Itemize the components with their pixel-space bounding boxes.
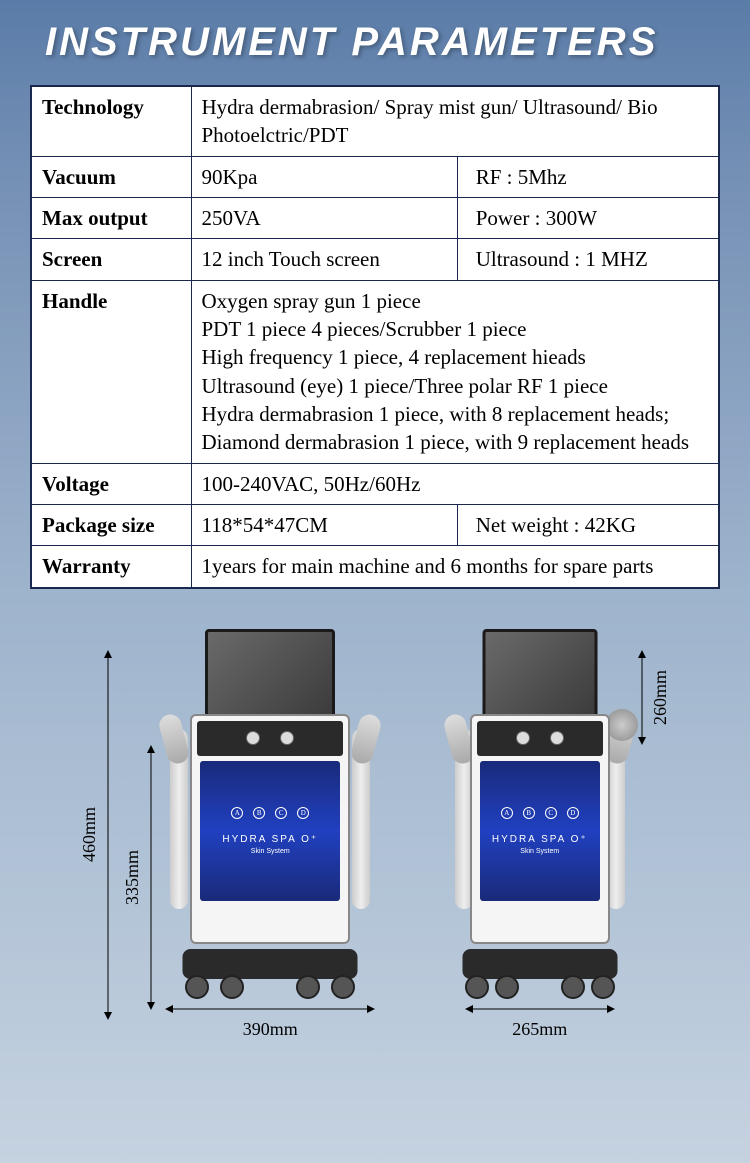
table-row: TechnologyHydra dermabrasion/ Spray mist… — [31, 86, 719, 156]
param-label: Handle — [31, 280, 191, 463]
machine-side: A B C D HYDRA SPA O⁺ Skin System — [450, 629, 630, 999]
table-row: Warranty1years for main machine and 6 mo… — [31, 546, 719, 588]
param-value: Hydra dermabrasion/ Spray mist gun/ Ultr… — [191, 86, 719, 156]
param-label: Screen — [31, 239, 191, 280]
table-row: Vacuum90KpaRF : 5Mhz — [31, 156, 719, 197]
param-label: Voltage — [31, 463, 191, 504]
param-value: 1years for main machine and 6 months for… — [191, 546, 719, 588]
table-row: Max output250VAPower : 300W — [31, 198, 719, 239]
table-row: Screen12 inch Touch screenUltrasound : 1… — [31, 239, 719, 280]
page-title: INSTRUMENT PARAMETERS — [30, 20, 720, 65]
param-value-2: Power : 300W — [457, 198, 719, 239]
param-value: 90Kpa — [191, 156, 457, 197]
param-label: Package size — [31, 505, 191, 546]
param-label: Vacuum — [31, 156, 191, 197]
param-value-2: RF : 5Mhz — [457, 156, 719, 197]
tank-indicator: D — [297, 807, 309, 819]
tank-indicator: A — [231, 807, 243, 819]
dimension-diagrams: 460mm 335mm A B — [30, 629, 720, 1040]
tank-indicator: B — [253, 807, 265, 819]
side-view: A B C D HYDRA SPA O⁺ Skin System 265mm — [450, 629, 673, 1040]
dim-height-full: 460mm — [77, 807, 102, 862]
param-value: Oxygen spray gun 1 piece PDT 1 piece 4 p… — [191, 280, 719, 463]
tank-indicator: C — [275, 807, 287, 819]
param-label: Warranty — [31, 546, 191, 588]
param-value: 118*54*47CM — [191, 505, 457, 546]
param-value: 100-240VAC, 50Hz/60Hz — [191, 463, 719, 504]
machine-brand: HYDRA SPA O⁺ — [492, 834, 588, 845]
machine-subtitle: Skin System — [251, 848, 290, 855]
param-value-2: Net weight : 42KG — [457, 505, 719, 546]
dim-width-side: 265mm — [512, 1015, 567, 1040]
tank-indicator: A — [501, 807, 513, 819]
param-value: 250VA — [191, 198, 457, 239]
machine-front: A B C D HYDRA SPA O⁺ Skin System — [165, 629, 375, 999]
param-value-2: Ultrasound : 1 MHZ — [457, 239, 719, 280]
front-view: 460mm 335mm A B — [77, 629, 375, 1040]
dim-height-screen: 260mm — [648, 670, 673, 725]
param-value: 12 inch Touch screen — [191, 239, 457, 280]
table-row: Package size118*54*47CMNet weight : 42KG — [31, 505, 719, 546]
machine-brand: HYDRA SPA O⁺ — [222, 834, 318, 845]
tank-indicator: B — [523, 807, 535, 819]
param-label: Max output — [31, 198, 191, 239]
dim-height-body: 335mm — [120, 850, 145, 905]
tank-indicator: D — [567, 807, 579, 819]
parameters-table: TechnologyHydra dermabrasion/ Spray mist… — [30, 85, 720, 589]
param-label: Technology — [31, 86, 191, 156]
table-row: HandleOxygen spray gun 1 piece PDT 1 pie… — [31, 280, 719, 463]
table-row: Voltage100-240VAC, 50Hz/60Hz — [31, 463, 719, 504]
machine-subtitle: Skin System — [520, 848, 559, 855]
tank-indicator: C — [545, 807, 557, 819]
dim-width-front: 390mm — [165, 1015, 375, 1040]
